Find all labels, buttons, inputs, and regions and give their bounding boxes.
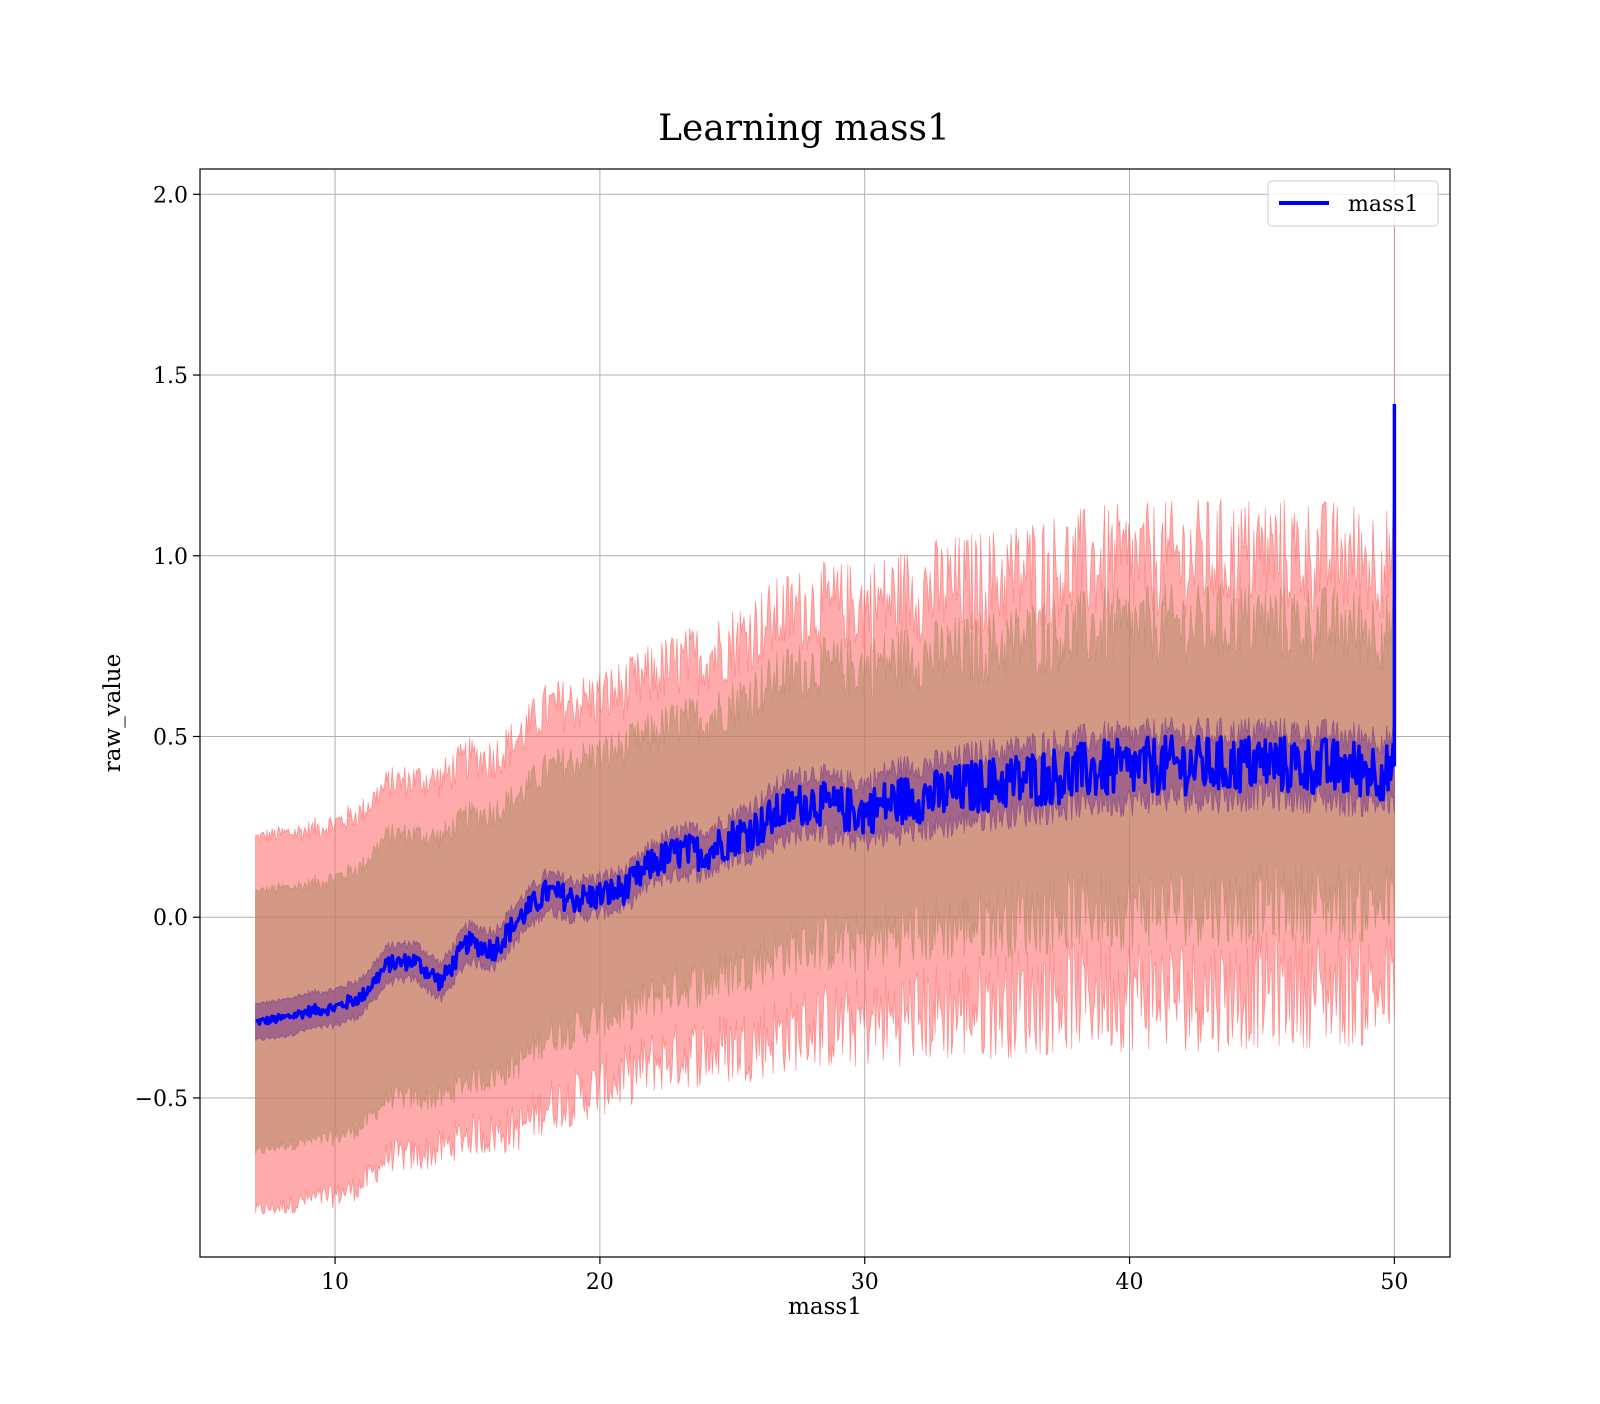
legend-box [1267, 180, 1439, 227]
x-tick-label-3: 40 [1116, 1270, 1144, 1295]
y-tick-label-0: −0.5 [135, 1087, 188, 1112]
y-tick-label-1: 0.0 [153, 906, 188, 931]
y-tick-label-5: 2.0 [153, 183, 188, 208]
x-tick-label-1: 20 [586, 1270, 614, 1295]
x-tick-label-4: 50 [1380, 1270, 1408, 1295]
x-axis-label: mass1 [788, 1294, 862, 1320]
x-tick-label-2: 30 [851, 1270, 879, 1295]
series-lines [255, 404, 1397, 1026]
legend-label-mass1: mass1 [1348, 192, 1419, 217]
legend: mass1 [1267, 180, 1439, 227]
chart-title: Learning mass1 [658, 108, 950, 149]
axis-ticks: 10 20 30 40 50 −0.5 0.0 0.5 1.0 1.5 2.0 [135, 183, 1409, 1295]
y-tick-label-2: 0.5 [153, 725, 188, 750]
y-tick-label-3: 1.0 [153, 545, 188, 570]
y-tick-label-4: 1.5 [153, 364, 188, 389]
plot-frame [199, 168, 1451, 1258]
x-tick-label-0: 10 [321, 1270, 349, 1295]
y-axis-label: raw_value [100, 654, 126, 772]
band-inner [255, 583, 1395, 1155]
series-line-mass1 [255, 404, 1397, 1026]
